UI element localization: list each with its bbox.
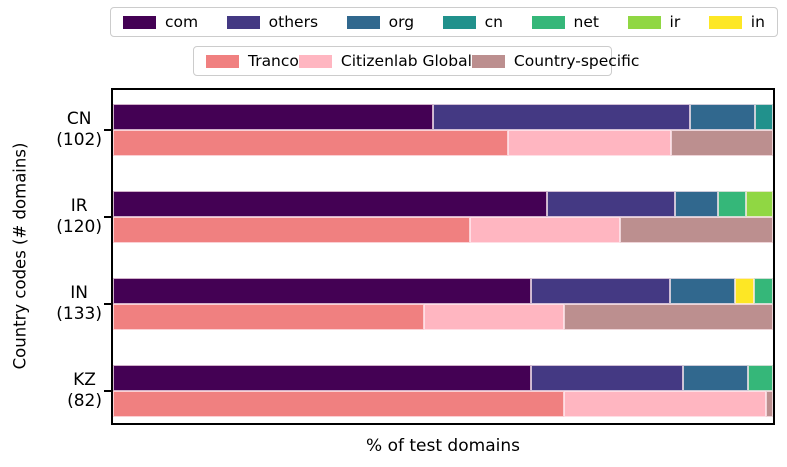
bar-segment-country-specific (619, 217, 773, 243)
legend-swatch-com (123, 15, 156, 29)
bar-segment-others (433, 104, 691, 130)
legend-item-org: org (346, 13, 415, 31)
domain-count-kz: (82) (67, 391, 102, 411)
bar-segment-org (675, 191, 719, 217)
legend-label-others: others (268, 13, 319, 31)
legend-swatch-citizenlab-global (298, 54, 332, 68)
legend-label-net: net (573, 13, 599, 31)
bar-segment-ir (745, 191, 773, 217)
country-code-ir: IR (70, 196, 88, 216)
plot-area (111, 88, 775, 425)
country-code-cn: CN (66, 109, 92, 129)
legend-label-org: org (388, 13, 415, 31)
bar-segment-tranco (113, 217, 471, 243)
tld-bar-cn (113, 104, 773, 130)
bar-segment-citizenlab-global (507, 130, 671, 156)
bar-segment-com (113, 278, 531, 304)
legend-swatch-country-specific (471, 54, 505, 68)
bar-segment-cn (755, 104, 773, 130)
y-tick-kz (104, 390, 111, 392)
bar-segment-citizenlab-global (470, 217, 620, 243)
legend-swatch-net (531, 15, 565, 29)
y-tick-cn (104, 129, 111, 131)
bar-segment-in (734, 278, 754, 304)
list-bar-in (113, 304, 773, 330)
legend-swatch-tranco (206, 54, 239, 68)
bar-segment-country-specific (766, 391, 773, 417)
y-tick-ir (104, 216, 111, 218)
bar-segment-com (113, 191, 548, 217)
legend-item-others: others (226, 13, 319, 31)
tld-bar-kz (113, 365, 773, 391)
legend-item-tranco: Tranco (206, 52, 299, 70)
bar-segment-org (683, 365, 748, 391)
bar-segment-others (530, 278, 671, 304)
list-bar-cn (113, 130, 773, 156)
legend-item-net: net (531, 13, 599, 31)
legend-item-ir: ir (627, 13, 681, 31)
legend-label-in: in (750, 13, 765, 31)
country-code-in: IN (70, 283, 88, 303)
legend-item-citizenlab-global: Citizenlab Global (298, 52, 472, 70)
legend-label-tranco: Tranco (248, 52, 299, 70)
bar-segment-tranco (113, 304, 424, 330)
legend-item-com: com (123, 13, 198, 31)
tld-legend: com others org cn net ir in (110, 7, 778, 37)
bar-segment-com (113, 365, 532, 391)
y-axis-title: Country codes (# domains) (10, 142, 30, 370)
legend-label-country-specific: Country-specific (513, 52, 640, 70)
legend-label-citizenlab-global: Citizenlab Global (340, 52, 472, 70)
source-list-legend: Tranco Citizenlab Global Country-specific (193, 46, 639, 76)
y-tick-in (104, 303, 111, 305)
bar-segment-citizenlab-global (423, 304, 564, 330)
bar-segment-country-specific (563, 304, 773, 330)
list-bar-ir (113, 217, 773, 243)
bar-segment-others (531, 365, 684, 391)
legend-swatch-others (226, 15, 260, 29)
bar-segment-tranco (113, 391, 564, 417)
legend-item-in: in (708, 13, 765, 31)
bar-segment-tranco (113, 130, 508, 156)
legend-swatch-org (346, 15, 380, 29)
tld-bar-ir (113, 191, 773, 217)
legend-swatch-ir (627, 15, 661, 29)
bar-segment-net (753, 278, 773, 304)
bar-segment-country-specific (670, 130, 773, 156)
legend-label-cn: cn (484, 13, 503, 31)
legend-label-com: com (165, 13, 199, 31)
legend-swatch-cn (442, 15, 476, 29)
bar-segment-citizenlab-global (563, 391, 767, 417)
legend-label-ir: ir (669, 13, 681, 31)
x-axis-title: % of test domains (366, 436, 520, 456)
list-bar-kz (113, 391, 773, 417)
domain-count-in: (133) (56, 304, 102, 324)
tld-bar-in (113, 278, 773, 304)
legend-swatch-in (708, 15, 742, 29)
domain-count-ir: (120) (56, 217, 102, 237)
y-tick-label-cn: CN (102) (56, 109, 102, 151)
country-code-kz: KZ (73, 370, 96, 390)
bar-segment-org (670, 278, 735, 304)
bar-segment-com (113, 104, 434, 130)
y-tick-label-ir: IR (120) (56, 196, 102, 238)
bar-segment-org (690, 104, 756, 130)
legend-item-cn: cn (442, 13, 503, 31)
domain-count-cn: (102) (56, 130, 102, 150)
bar-segment-net (747, 365, 773, 391)
legend-item-country-specific: Country-specific (471, 52, 640, 70)
y-tick-label-in: IN (133) (56, 283, 102, 325)
bar-segment-net (718, 191, 746, 217)
bar-segment-others (547, 191, 676, 217)
y-tick-label-kz: KZ (82) (67, 370, 102, 412)
